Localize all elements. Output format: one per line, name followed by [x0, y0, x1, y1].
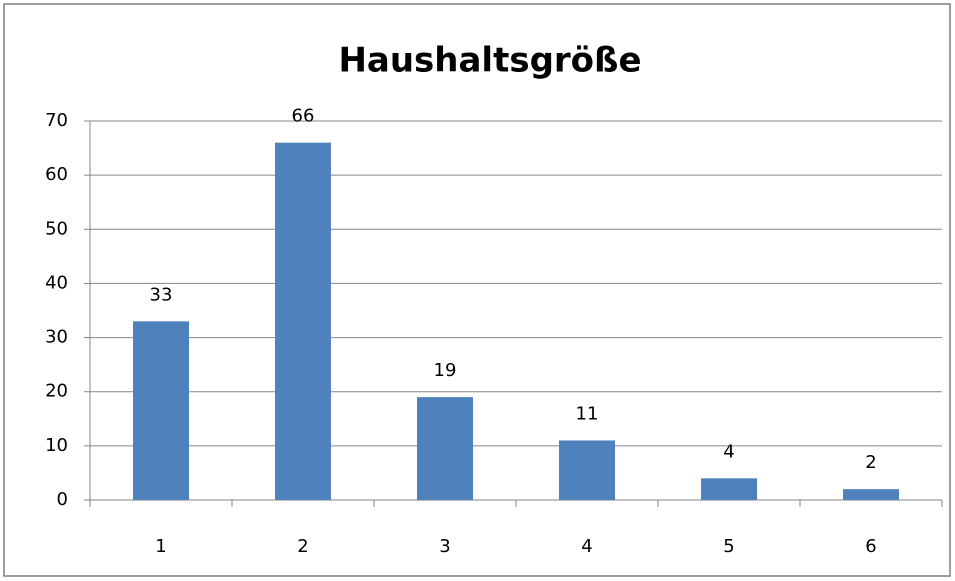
x-tick-label: 4: [581, 536, 592, 557]
x-tick-label: 1: [155, 536, 166, 557]
y-tick-label: 20: [45, 381, 68, 402]
x-tick-label: 3: [439, 536, 450, 557]
data-label: 33: [150, 284, 173, 305]
chart-title: Haushaltsgröße: [338, 41, 641, 81]
x-tick-label: 2: [297, 536, 308, 557]
x-tick-label: 6: [865, 536, 876, 557]
y-tick-label: 50: [45, 218, 68, 239]
data-label: 19: [434, 360, 457, 381]
data-label: 2: [865, 452, 876, 473]
y-tick-label: 0: [57, 489, 68, 510]
y-tick-label: 10: [45, 435, 68, 456]
y-tick-label: 60: [45, 164, 68, 185]
y-tick-label: 30: [45, 327, 68, 348]
bar: [701, 478, 757, 500]
bar: [559, 440, 615, 500]
data-label: 66: [292, 106, 315, 127]
data-label: 4: [723, 441, 734, 462]
bar: [275, 142, 331, 500]
data-label: 11: [576, 403, 599, 424]
bar: [133, 321, 189, 500]
bar: [843, 489, 899, 500]
y-tick-label: 70: [45, 110, 68, 131]
bar: [417, 397, 473, 500]
x-tick-label: 5: [723, 536, 734, 557]
y-tick-label: 40: [45, 272, 68, 293]
